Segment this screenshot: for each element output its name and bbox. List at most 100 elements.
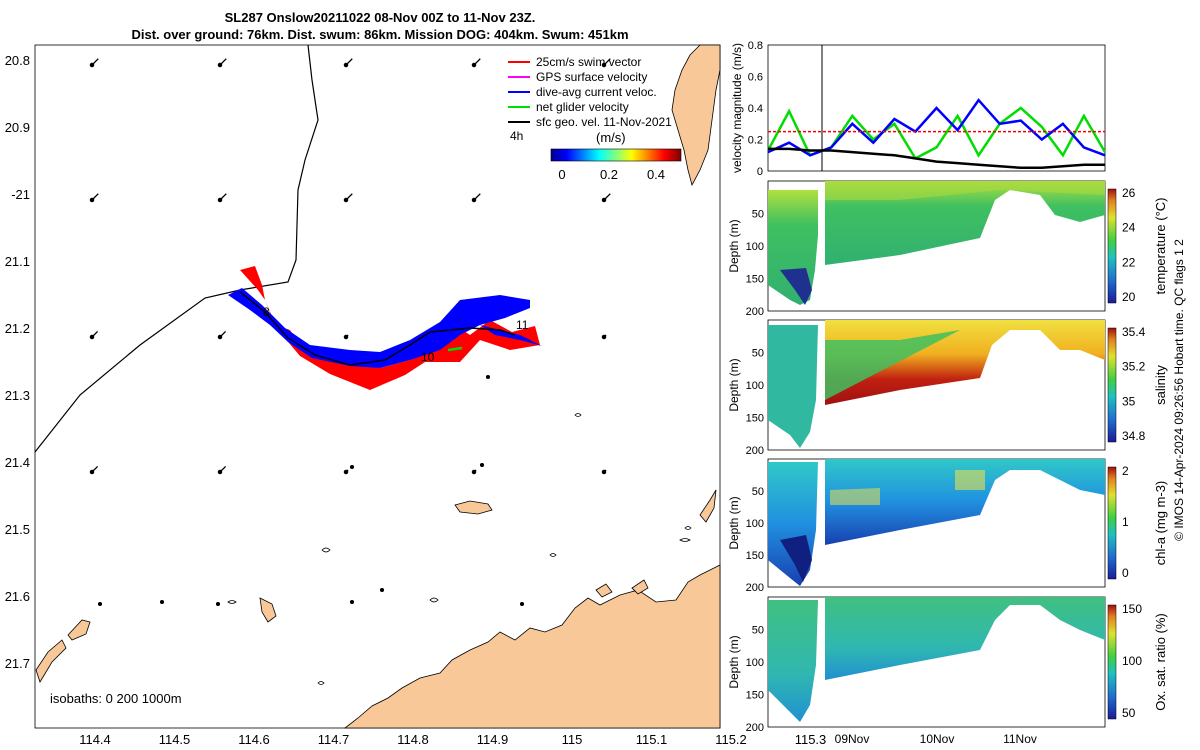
map-y-tick: 21.3 <box>5 388 30 403</box>
colorbar <box>550 148 682 162</box>
depth-axis-label: Depth (m) <box>727 635 741 688</box>
colorbar-tick: 26 <box>1122 186 1136 200</box>
colorbar-tick: 0 <box>1122 566 1129 580</box>
geostrophic-arrow-head <box>485 374 491 380</box>
legend-entry: 25cm/s swim vector <box>536 55 641 69</box>
date-tick: 11Nov <box>1003 732 1037 746</box>
interval-label: 4h <box>510 129 523 143</box>
map-x-tick: 114.9 <box>477 732 509 747</box>
geostrophic-arrow-head <box>343 334 349 340</box>
section-colorbar <box>1107 188 1117 304</box>
date-tick: 10Nov <box>920 732 955 746</box>
oxygen-panel <box>767 596 1106 728</box>
isobaths-label: isobaths: 0 200 1000m <box>50 691 182 706</box>
map-x-tick: 115.1 <box>636 732 668 747</box>
map-land <box>35 44 721 729</box>
velocity-panel: 0 0.2 0.4 0.6 0.8 velocity magnitude (m/s) <box>730 40 1107 178</box>
glider-path <box>239 291 516 366</box>
depth-tick: 50 <box>752 625 764 637</box>
temperature-field-b <box>825 181 1105 265</box>
map-x-tick: 115.3 <box>795 732 827 747</box>
island-7 <box>631 579 649 595</box>
velocity-y-tick: 0.2 <box>748 135 763 147</box>
geostrophic-arrow-head <box>89 334 95 340</box>
chart-title-line2: Dist. over ground: 76km. Dist. swum: 86k… <box>131 27 629 42</box>
temperature-panel <box>767 180 1106 312</box>
map-y-tick: -21 <box>11 187 30 202</box>
date-tick: 09Nov <box>835 732 870 746</box>
map-colorbar: (m/s) 0 0.2 0.4 <box>550 130 682 182</box>
velocity-y-tick: 0.6 <box>748 72 763 84</box>
depth-axis-label: Depth (m) <box>727 358 741 411</box>
section-colorbar <box>1107 327 1117 443</box>
geostrophic-arrow-head <box>519 601 525 607</box>
colorbar-label: temperature (°C) <box>1153 198 1168 295</box>
northeast-land <box>671 44 721 187</box>
map-y-tick: 20.9 <box>5 120 30 135</box>
depth-tick: 150 <box>746 550 764 562</box>
depth-tick: 100 <box>746 241 764 253</box>
colorbar-tick: 20 <box>1122 290 1136 304</box>
geostrophic-arrow-head <box>601 62 607 68</box>
geostrophic-arrow-head <box>217 469 223 475</box>
section-colorbar <box>1107 604 1117 720</box>
depth-tick: 150 <box>746 274 764 286</box>
velocity-y-tick: 0 <box>757 166 763 178</box>
chlorophyll-panel <box>767 458 1106 588</box>
map-y-tick: 21.5 <box>5 522 30 537</box>
geostrophic-arrow-head <box>349 464 355 470</box>
depth-tick: 200 <box>746 722 764 734</box>
geostrophic-arrow-head <box>601 469 607 475</box>
colorbar-tick: 35.4 <box>1122 325 1146 339</box>
colorbar-tick: 34.8 <box>1122 429 1146 443</box>
map-x-tick: 115.2 <box>715 732 747 747</box>
ox-field-a <box>768 600 818 722</box>
geostrophic-arrow-head <box>217 197 223 203</box>
salinity-panel <box>767 319 1106 451</box>
legend-entry: net glider velocity <box>536 100 629 114</box>
map-y-tick: 21.6 <box>5 589 30 604</box>
depth-tick: 100 <box>746 380 764 392</box>
geostrophic-arrow-head <box>89 197 95 203</box>
day-label-11: 11 <box>516 318 529 332</box>
geostrophic-arrow-head <box>89 469 95 475</box>
map-y-tick: 21.7 <box>5 656 30 671</box>
day-label-8: 8 <box>263 305 270 319</box>
velocity-y-tick: 0.4 <box>748 103 763 115</box>
colorbar-tick: 100 <box>1122 654 1142 668</box>
map-y-tick: 21.4 <box>5 455 30 470</box>
colorbar-tick: 35 <box>1122 394 1136 408</box>
colorbar-tick: 35.2 <box>1122 360 1146 374</box>
map-axis-ticks: 114.4 114.5 114.6 114.7 114.8 114.9 115 115.1 11… <box>5 53 827 747</box>
colorbar-label: salinity <box>1153 365 1168 405</box>
cold-deep-water <box>780 268 812 305</box>
geostrophic-arrow-head <box>343 197 349 203</box>
depth-tick: 100 <box>746 518 764 530</box>
legend-entry: GPS surface velocity <box>536 70 647 84</box>
geostrophic-arrow-head <box>89 62 95 68</box>
geostrophic-arrow-head <box>379 587 385 593</box>
geostrophic-arrow-head <box>343 62 349 68</box>
velocity-y-ticks: 0 0.2 0.4 0.6 0.8 <box>748 40 763 178</box>
island-2 <box>259 597 277 623</box>
colorbar-tick: 2 <box>1122 464 1129 478</box>
day-label-10: 10 <box>421 350 435 364</box>
velocity-ylabel: velocity magnitude (m/s) <box>730 43 744 173</box>
geostrophic-vectors <box>89 58 611 607</box>
island-1 <box>454 500 493 515</box>
salinity-field-a <box>768 325 818 448</box>
glider-track: 8 10 11 <box>228 266 542 390</box>
geostrophic-arrow-head <box>601 334 607 340</box>
low-chl-deep <box>780 535 812 582</box>
colorbar-tick: 22 <box>1122 255 1136 269</box>
chart-title-line1: SL287 Onslow20211022 08-Nov 00Z to 11-No… <box>224 10 536 25</box>
colorbar-tick: 0.2 <box>600 167 618 182</box>
colorbar-label: (m/s) <box>596 130 626 145</box>
legend-entry: sfc geo. vel. 11-Nov-2021 <box>536 115 672 129</box>
depth-axis-label: Depth (m) <box>727 496 741 549</box>
geostrophic-arrow-head <box>217 62 223 68</box>
depth-tick: 150 <box>746 413 764 425</box>
